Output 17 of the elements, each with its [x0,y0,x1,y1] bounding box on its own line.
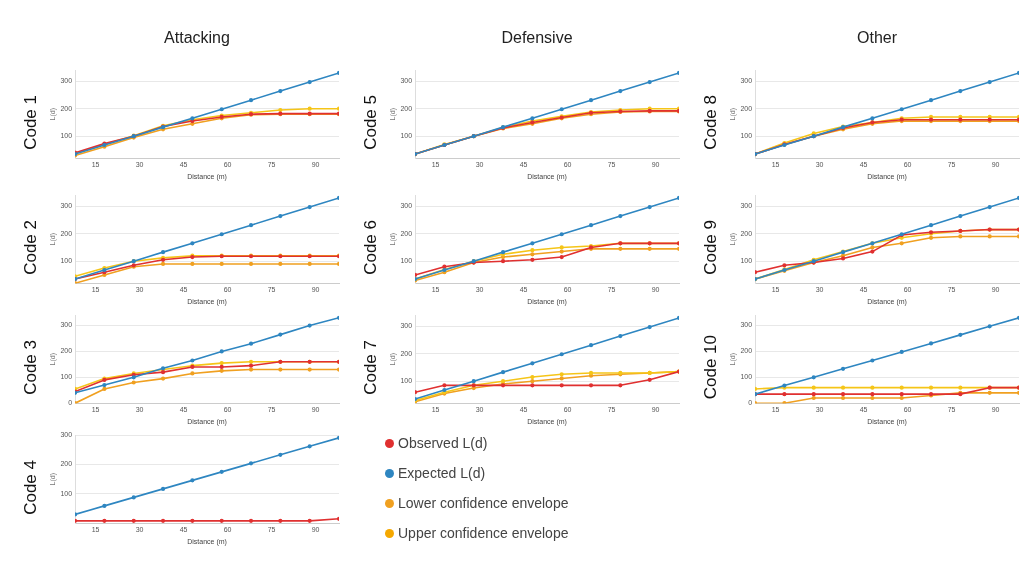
text: Code 9 [701,219,721,275]
text: Code 5 [361,94,381,150]
text: Code 10 [701,334,721,400]
legend-label: Upper confidence envelope [398,525,569,541]
legend-label: Lower confidence envelope [398,495,569,511]
text: Code 4 [21,459,41,515]
chart-title: Attacking [163,29,231,47]
text: Code 1 [21,94,41,150]
text: Code 6 [361,219,381,275]
text: Code 2 [21,219,41,275]
text: Code 7 [361,339,381,395]
legend-label: Expected L(d) [398,465,486,481]
legend-label: Observed L(d) [398,435,488,451]
text: Code 3 [21,339,41,395]
chart-title: Defensive [500,29,574,47]
text: Code 8 [701,94,721,150]
chart-title: Other [856,29,898,47]
